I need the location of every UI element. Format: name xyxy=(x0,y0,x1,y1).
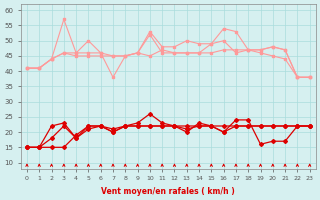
X-axis label: Vent moyen/en rafales ( km/h ): Vent moyen/en rafales ( km/h ) xyxy=(101,187,235,196)
